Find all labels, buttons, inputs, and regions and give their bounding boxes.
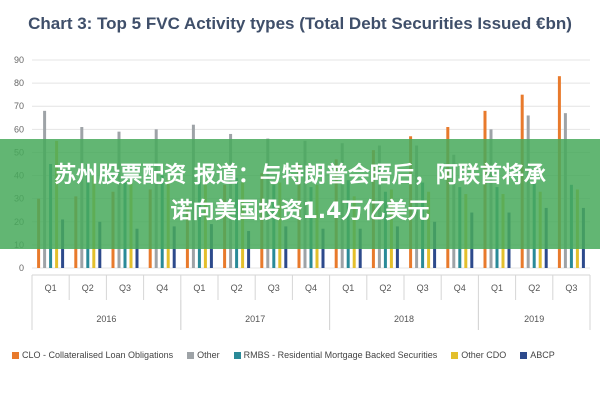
legend-label: CLO - Collateralised Loan Obligations bbox=[22, 350, 174, 360]
legend-swatch bbox=[451, 351, 459, 359]
x-tick-label: Q3 bbox=[565, 283, 577, 293]
x-tick-label: Q3 bbox=[417, 283, 429, 293]
legend-swatch bbox=[520, 351, 528, 359]
y-tick-label: 60 bbox=[14, 124, 24, 134]
y-tick-label: 90 bbox=[14, 55, 24, 65]
x-tick-label: Q1 bbox=[491, 283, 503, 293]
x-tick-label: Q1 bbox=[342, 283, 354, 293]
x-tick-label: Q2 bbox=[379, 283, 391, 293]
legend-label: RMBS - Residential Mortgage Backed Secur… bbox=[243, 350, 438, 360]
x-tick-label: Q2 bbox=[528, 283, 540, 293]
x-tick-label: Q2 bbox=[82, 283, 94, 293]
x-tick-label: Q1 bbox=[193, 283, 205, 293]
legend-label: Other bbox=[197, 350, 220, 360]
y-tick-label: 0 bbox=[19, 263, 24, 273]
y-tick-label: 80 bbox=[14, 78, 24, 88]
x-tick-label: Q1 bbox=[45, 283, 57, 293]
legend-item: ABCP bbox=[520, 350, 555, 360]
legend-swatch bbox=[187, 351, 195, 359]
legend-swatch bbox=[233, 351, 241, 359]
banner-line-2: 诺向美国投资1.4万亿美元 bbox=[170, 199, 430, 224]
banner-line-1: 苏州股票配资 报道：与特朗普会晤后，阿联酋将承 bbox=[54, 163, 546, 188]
legend-label: ABCP bbox=[530, 350, 555, 360]
bar bbox=[247, 231, 251, 268]
x-tick-label: Q3 bbox=[268, 283, 280, 293]
chart-legend: CLO - Collateralised Loan Obligations Oth… bbox=[12, 350, 592, 360]
legend-item: CLO - Collateralised Loan Obligations bbox=[12, 350, 173, 360]
x-tick-label: Q2 bbox=[231, 283, 243, 293]
legend-item: RMBS - Residential Mortgage Backed Secur… bbox=[233, 350, 438, 360]
chart-title: Chart 3: Top 5 FVC Activity types (Total… bbox=[28, 14, 572, 33]
x-tick-label: Q4 bbox=[454, 283, 466, 293]
legend-item: Other CDO bbox=[451, 350, 506, 360]
y-tick-label: 70 bbox=[14, 101, 24, 111]
legend-item: Other bbox=[187, 350, 220, 360]
x-tick-label: Q4 bbox=[156, 283, 168, 293]
legend-swatch bbox=[12, 351, 19, 359]
x-group-label: 2017 bbox=[245, 314, 265, 324]
news-banner: 苏州股票配资 报道：与特朗普会晤后，阿联酋将承 诺向美国投资1.4万亿美元 bbox=[0, 139, 600, 249]
x-tick-label: Q3 bbox=[119, 283, 131, 293]
x-tick-label: Q4 bbox=[305, 283, 317, 293]
x-group-label: 2019 bbox=[524, 314, 544, 324]
legend-label: Other CDO bbox=[461, 350, 507, 360]
x-group-label: 2018 bbox=[394, 314, 414, 324]
x-group-label: 2016 bbox=[96, 314, 116, 324]
